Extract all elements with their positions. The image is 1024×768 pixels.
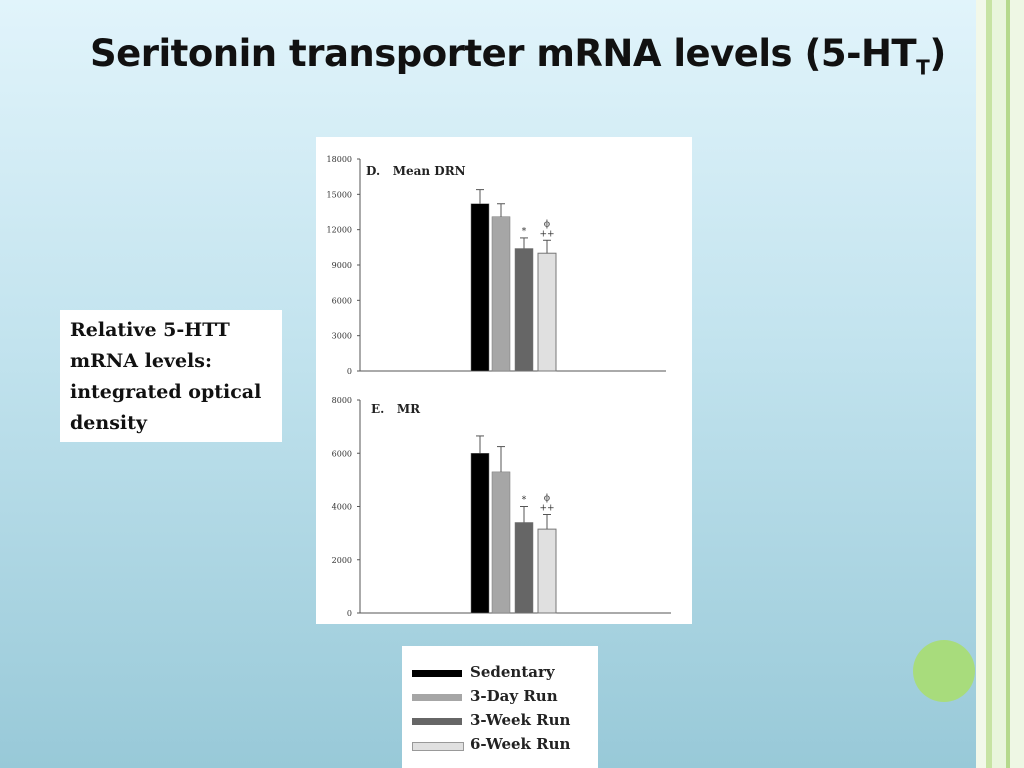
chart-svg: 0 3000 6000 9000 12000 15000 18000 D. Mean DRN *… (327, 155, 671, 618)
slide-title-main: Seritonin transporter mRNA levels (5-HT (90, 32, 917, 75)
y-tick-label: 15000 (327, 190, 352, 199)
legend-label: 6-Week Run (470, 735, 571, 753)
panel-title: D. Mean DRN (366, 164, 466, 178)
bar (491, 471, 511, 614)
y-tick-label: 6000 (332, 449, 352, 458)
chart-legend: Sedentary 3-Day Run 3-Week Run 6-Week Ru… (402, 646, 598, 768)
bar (470, 453, 490, 614)
legend-swatch (412, 742, 464, 751)
legend-swatch (412, 694, 462, 701)
slide-title-end: ) (929, 32, 946, 75)
legend-item: 6-Week Run (412, 735, 598, 757)
slide-title: Seritonin transporter mRNA levels (5-HTT… (90, 32, 950, 92)
y-tick-label: 2000 (332, 556, 352, 565)
bar (491, 216, 511, 372)
legend-item: 3-Week Run (412, 711, 598, 733)
legend-swatch (412, 670, 462, 677)
decorative-circle (913, 640, 975, 702)
bar (514, 248, 534, 372)
significance-label: ϕ (544, 219, 550, 229)
y-tick-label: 9000 (332, 261, 352, 270)
bar (470, 203, 490, 372)
bar (537, 252, 557, 372)
legend-swatch (412, 718, 462, 725)
panel-title: E. MR (371, 402, 421, 416)
right-decor-stripes (976, 0, 1024, 768)
y-tick-label: 12000 (327, 226, 352, 235)
legend-label: 3-Week Run (470, 711, 571, 729)
legend-label: 3-Day Run (470, 687, 558, 705)
legend-label: Sedentary (470, 663, 555, 681)
y-tick-label: 6000 (332, 296, 352, 305)
y-axis-description: Relative 5-HTT mRNA levels: integrated o… (60, 310, 282, 442)
y-tick-label: 8000 (332, 396, 352, 405)
significance-label: * (522, 496, 527, 506)
legend-item: 3-Day Run (412, 687, 598, 709)
slide-title-subscript: T (916, 55, 930, 80)
y-tick-label: 4000 (332, 503, 352, 512)
bar (514, 522, 534, 614)
significance-label: ++ (539, 229, 554, 239)
y-tick-label: 0 (347, 609, 352, 618)
y-tick-label: 0 (347, 367, 352, 376)
legend-item: Sedentary (412, 663, 598, 685)
bar (537, 528, 557, 614)
significance-label: * (522, 227, 527, 237)
significance-label: ++ (539, 503, 554, 513)
y-tick-label: 18000 (327, 155, 352, 164)
significance-label: ϕ (544, 493, 550, 503)
chart-figure: 0 3000 6000 9000 12000 15000 18000 D. Mean DRN *… (316, 137, 692, 624)
y-tick-label: 3000 (332, 332, 352, 341)
